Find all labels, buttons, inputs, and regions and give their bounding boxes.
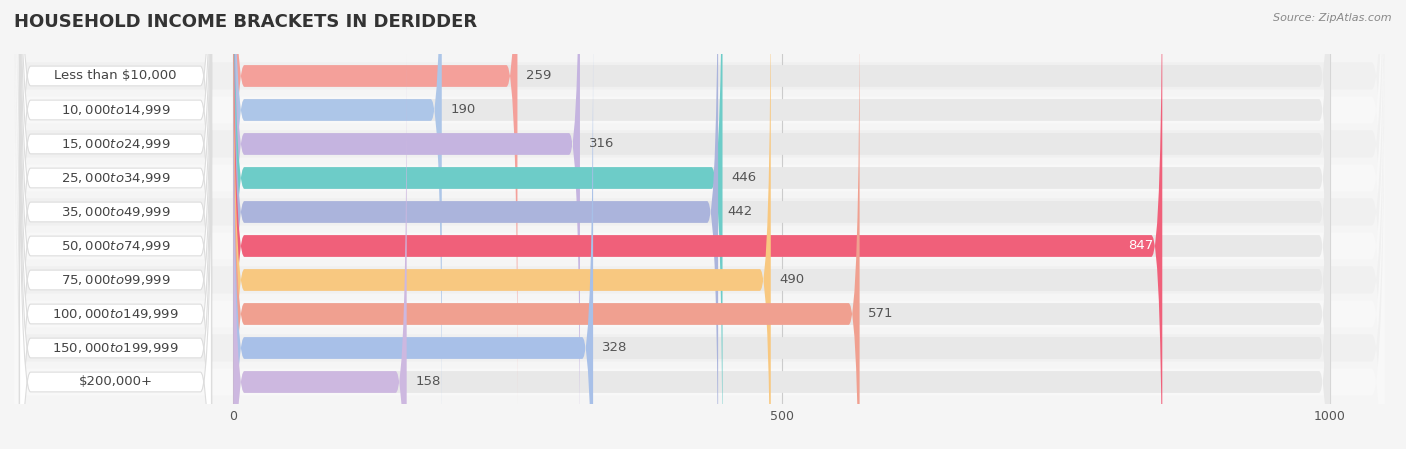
FancyBboxPatch shape <box>14 0 1385 449</box>
FancyBboxPatch shape <box>14 0 1385 449</box>
Text: HOUSEHOLD INCOME BRACKETS IN DERIDDER: HOUSEHOLD INCOME BRACKETS IN DERIDDER <box>14 13 477 31</box>
Text: 190: 190 <box>450 103 475 116</box>
FancyBboxPatch shape <box>20 0 211 449</box>
FancyBboxPatch shape <box>20 0 211 449</box>
Text: 442: 442 <box>727 206 752 219</box>
Text: 571: 571 <box>869 308 894 321</box>
FancyBboxPatch shape <box>233 53 406 449</box>
Text: $150,000 to $199,999: $150,000 to $199,999 <box>52 341 179 355</box>
FancyBboxPatch shape <box>233 19 593 449</box>
FancyBboxPatch shape <box>20 0 211 449</box>
Text: 490: 490 <box>779 273 804 286</box>
Text: 158: 158 <box>415 375 441 388</box>
FancyBboxPatch shape <box>233 0 723 449</box>
FancyBboxPatch shape <box>14 0 1385 449</box>
Text: 446: 446 <box>731 172 756 185</box>
Text: $50,000 to $74,999: $50,000 to $74,999 <box>60 239 170 253</box>
FancyBboxPatch shape <box>233 53 1330 449</box>
FancyBboxPatch shape <box>233 0 579 449</box>
Text: $10,000 to $14,999: $10,000 to $14,999 <box>60 103 170 117</box>
FancyBboxPatch shape <box>20 18 211 449</box>
FancyBboxPatch shape <box>233 0 441 439</box>
Text: 847: 847 <box>1128 239 1153 252</box>
FancyBboxPatch shape <box>20 0 211 449</box>
FancyBboxPatch shape <box>233 0 517 405</box>
FancyBboxPatch shape <box>233 19 1330 449</box>
FancyBboxPatch shape <box>20 0 211 449</box>
FancyBboxPatch shape <box>233 0 1330 449</box>
FancyBboxPatch shape <box>14 0 1385 449</box>
FancyBboxPatch shape <box>14 0 1385 449</box>
FancyBboxPatch shape <box>20 0 211 406</box>
Text: 316: 316 <box>589 137 614 150</box>
Text: $75,000 to $99,999: $75,000 to $99,999 <box>60 273 170 287</box>
Text: $200,000+: $200,000+ <box>79 375 152 388</box>
Text: $35,000 to $49,999: $35,000 to $49,999 <box>60 205 170 219</box>
FancyBboxPatch shape <box>20 0 211 440</box>
FancyBboxPatch shape <box>14 0 1385 449</box>
Text: Source: ZipAtlas.com: Source: ZipAtlas.com <box>1274 13 1392 23</box>
FancyBboxPatch shape <box>233 0 1330 449</box>
FancyBboxPatch shape <box>233 0 718 449</box>
FancyBboxPatch shape <box>14 0 1385 449</box>
FancyBboxPatch shape <box>233 0 1330 449</box>
Text: $100,000 to $149,999: $100,000 to $149,999 <box>52 307 179 321</box>
FancyBboxPatch shape <box>233 0 1163 449</box>
FancyBboxPatch shape <box>20 52 211 449</box>
FancyBboxPatch shape <box>14 0 1385 449</box>
Text: 328: 328 <box>602 342 627 355</box>
FancyBboxPatch shape <box>233 0 1330 449</box>
FancyBboxPatch shape <box>233 0 1330 449</box>
FancyBboxPatch shape <box>20 0 211 449</box>
FancyBboxPatch shape <box>14 0 1385 449</box>
FancyBboxPatch shape <box>14 0 1385 449</box>
FancyBboxPatch shape <box>233 0 770 449</box>
FancyBboxPatch shape <box>233 0 1330 405</box>
Text: $25,000 to $34,999: $25,000 to $34,999 <box>60 171 170 185</box>
Text: Less than $10,000: Less than $10,000 <box>55 70 177 83</box>
Text: $15,000 to $24,999: $15,000 to $24,999 <box>60 137 170 151</box>
FancyBboxPatch shape <box>233 0 1330 439</box>
FancyBboxPatch shape <box>233 0 859 449</box>
Text: 259: 259 <box>526 70 551 83</box>
FancyBboxPatch shape <box>233 0 1330 449</box>
